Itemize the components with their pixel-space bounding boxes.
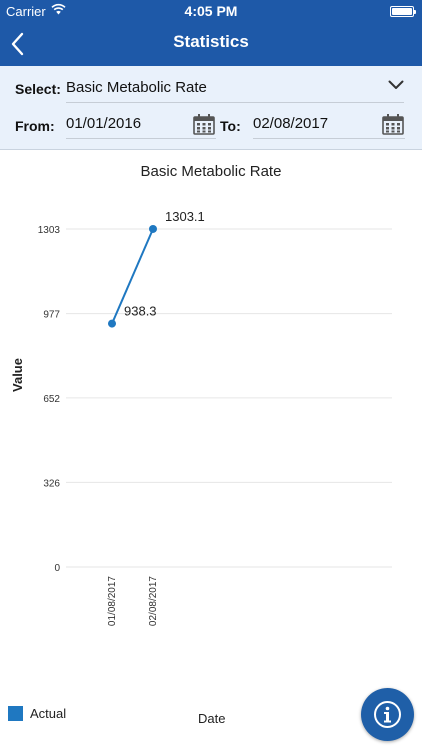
x-axis-label: Date <box>198 711 226 726</box>
from-date-value: 01/01/2016 <box>66 115 142 132</box>
y-axis-label: Value <box>10 358 25 392</box>
line-chart: Basic Metabolic Rate Value 0 326 652 977 130… <box>10 163 392 626</box>
legend-label: Actual <box>30 706 67 721</box>
y-tick-label: 652 <box>43 394 60 405</box>
info-button[interactable] <box>361 688 414 741</box>
metric-select[interactable]: Basic Metabolic Rate <box>66 77 404 103</box>
info-icon <box>374 701 401 728</box>
y-tick-label: 1303 <box>38 225 61 236</box>
y-tick-label: 977 <box>43 310 60 321</box>
x-tick-label: 02/08/2017 <box>148 576 159 626</box>
to-date-value: 02/08/2017 <box>253 115 329 132</box>
from-calendar-icon[interactable] <box>193 114 215 135</box>
status-bar: Carrier 4:05 PM <box>0 0 422 22</box>
data-label: 1303.1 <box>165 209 205 224</box>
to-label: To: <box>220 118 241 134</box>
from-date-field[interactable]: 01/01/2016 <box>66 113 216 139</box>
filter-panel: Select: Basic Metabolic Rate From: 01/01… <box>0 66 422 150</box>
data-point[interactable] <box>108 319 116 328</box>
page-title: Statistics <box>173 32 249 51</box>
carrier-label: Carrier <box>6 4 46 19</box>
back-chevron-icon[interactable] <box>6 30 30 58</box>
chart-title: Basic Metabolic Rate <box>141 163 282 180</box>
battery-icon <box>390 6 416 17</box>
wifi-icon <box>51 3 66 15</box>
chevron-down-icon[interactable] <box>388 80 404 90</box>
to-calendar-icon[interactable] <box>382 114 404 135</box>
legend-swatch <box>8 706 23 721</box>
status-time: 4:05 PM <box>184 3 238 19</box>
y-tick-label: 326 <box>43 478 60 489</box>
series-line <box>111 228 154 325</box>
chart-area: Basic Metabolic Rate Value 0 326 652 977 130… <box>0 152 422 750</box>
select-label: Select: <box>15 81 61 97</box>
metric-select-value: Basic Metabolic Rate <box>66 79 207 96</box>
app-header: Carrier 4:05 PM Statistics <box>0 0 422 66</box>
to-date-field[interactable]: 02/08/2017 <box>253 113 405 139</box>
data-label: 938.3 <box>124 304 157 319</box>
from-label: From: <box>15 118 55 134</box>
x-tick-label: 01/08/2017 <box>107 576 118 626</box>
data-point[interactable] <box>149 224 157 233</box>
y-tick-label: 0 <box>54 563 60 574</box>
